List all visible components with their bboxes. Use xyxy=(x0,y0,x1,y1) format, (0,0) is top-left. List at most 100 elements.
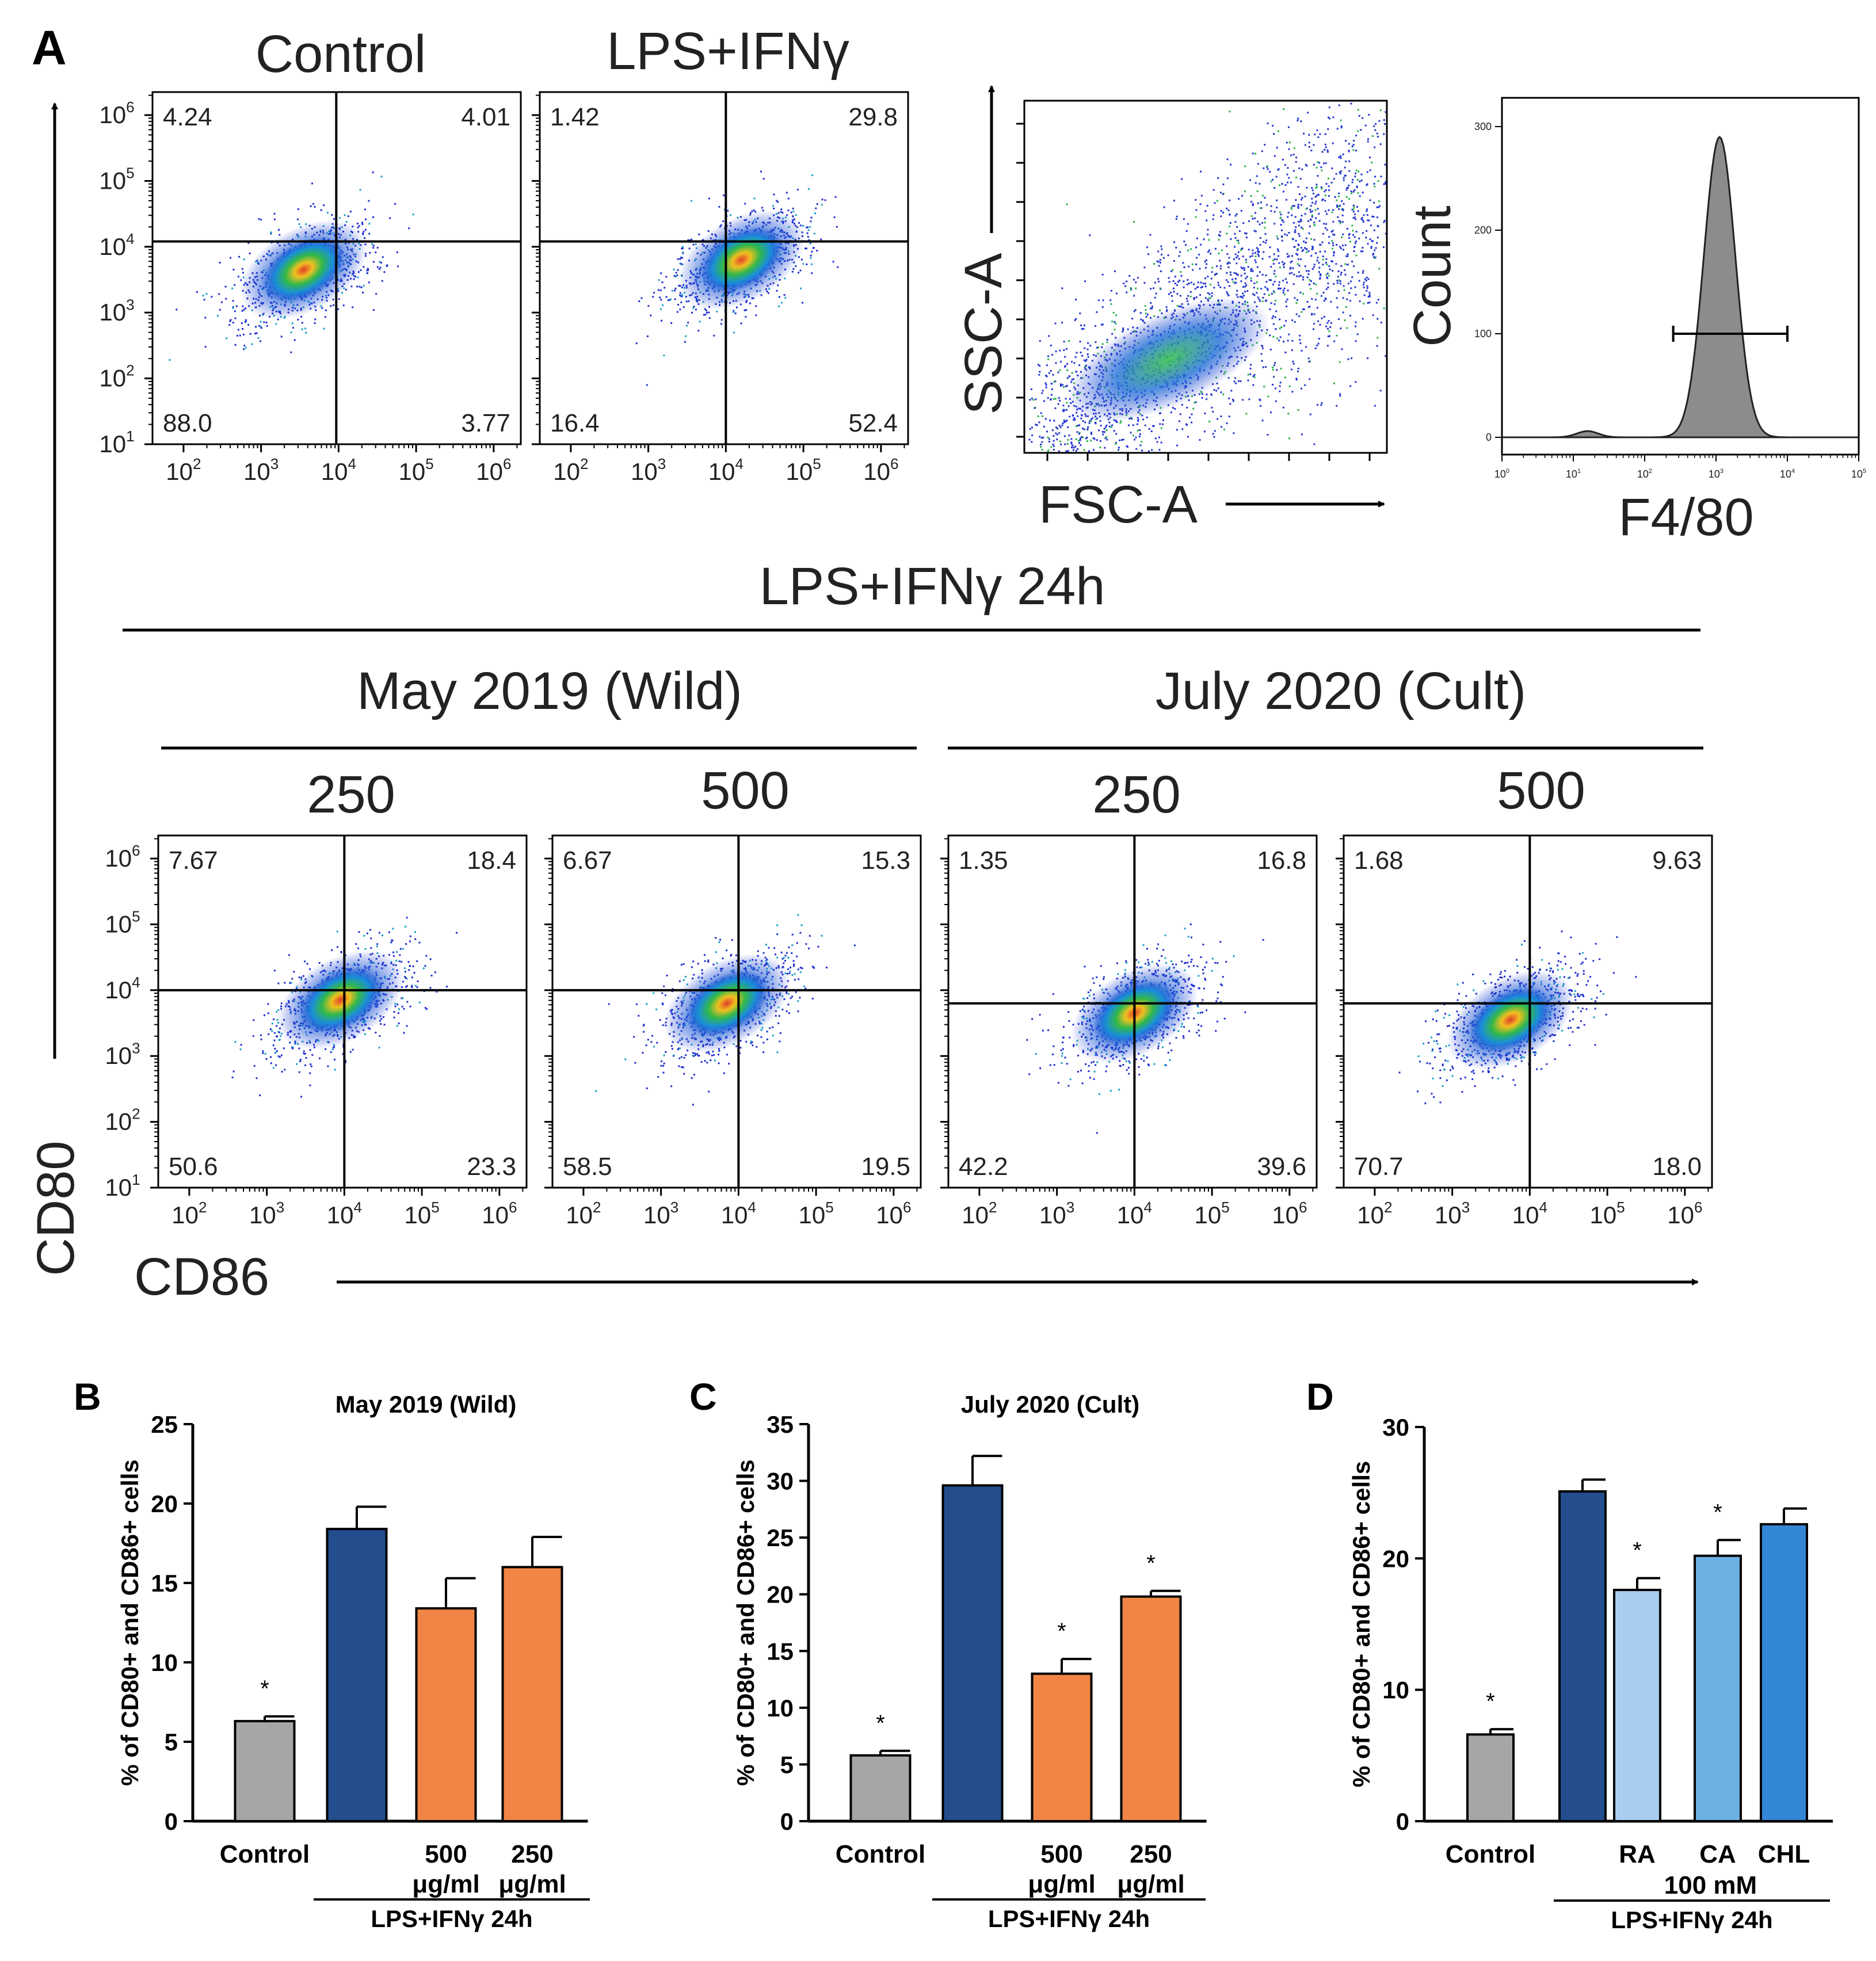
event-dot xyxy=(314,322,316,325)
quadrant-lr-value: 19.5 xyxy=(861,1153,910,1181)
event-dot xyxy=(403,1032,405,1034)
group-wild-label: May 2019 (Wild) xyxy=(357,662,742,720)
event-dot xyxy=(660,272,662,274)
lps-title: LPS+IFNγ xyxy=(607,22,849,81)
event-dot xyxy=(1142,944,1145,947)
event-dot xyxy=(274,1051,277,1054)
event-dot xyxy=(292,1046,294,1048)
event-dot xyxy=(301,328,303,330)
dose-cult-250: 250 xyxy=(1092,765,1181,824)
event-dot xyxy=(1219,941,1222,943)
x-tick-label: 103 xyxy=(249,1199,284,1229)
x-tick-label: 105 xyxy=(786,455,821,485)
event-dot xyxy=(645,1044,647,1047)
event-dot xyxy=(806,232,809,234)
event-dot xyxy=(265,322,268,323)
event-dot xyxy=(736,306,738,308)
event-dot xyxy=(1162,1046,1164,1048)
event-dot xyxy=(396,251,398,253)
x-tick-label: 105 xyxy=(405,1199,440,1229)
event-dot xyxy=(1062,1036,1065,1039)
event-dot xyxy=(1167,1051,1169,1054)
event-dot xyxy=(803,985,805,987)
event-dot xyxy=(718,941,720,943)
event-dot xyxy=(662,1065,665,1067)
event-dot xyxy=(713,1054,715,1056)
event-dot xyxy=(169,359,171,361)
event-dot xyxy=(362,233,364,235)
event-dot xyxy=(673,268,675,270)
event-dot xyxy=(810,216,813,219)
y-tick-label: 103 xyxy=(105,1039,140,1069)
event-dot xyxy=(293,339,296,341)
event-dot xyxy=(788,972,791,975)
event-dot xyxy=(1066,1063,1068,1065)
event-dot xyxy=(1188,1030,1190,1032)
event-dot xyxy=(1089,994,1090,997)
y-tick-label: 103 xyxy=(99,296,134,326)
event-dot xyxy=(229,320,231,322)
event-dot xyxy=(378,1047,380,1049)
event-dot xyxy=(791,944,794,947)
event-dot xyxy=(683,1073,685,1075)
event-dot xyxy=(378,932,380,934)
event-dot xyxy=(811,998,814,999)
event-dot xyxy=(1202,999,1204,1001)
event-dot xyxy=(777,201,779,203)
event-dot xyxy=(691,200,693,202)
event-dot xyxy=(1151,961,1153,963)
event-dot xyxy=(693,306,695,308)
event-dot xyxy=(347,215,349,218)
event-dot xyxy=(406,917,408,919)
event-dot xyxy=(821,199,823,201)
dose-wild-500: 500 xyxy=(701,761,790,820)
event-dot xyxy=(1099,985,1101,987)
event-dot xyxy=(1052,1054,1054,1055)
event-dot xyxy=(697,963,699,965)
event-dot xyxy=(651,1035,653,1037)
event-dot xyxy=(1119,1065,1121,1067)
x-tick-label: 102 xyxy=(553,455,588,485)
event-dot xyxy=(310,1063,312,1066)
event-dot xyxy=(412,213,414,216)
event-dot xyxy=(718,1062,720,1065)
event-dot xyxy=(241,268,243,270)
event-dot xyxy=(1217,1020,1219,1023)
event-dot xyxy=(853,944,856,947)
event-dot xyxy=(176,308,178,311)
event-dot xyxy=(786,192,788,194)
event-dot xyxy=(776,200,778,202)
event-dot xyxy=(680,257,682,259)
event-dot xyxy=(1198,1035,1200,1037)
event-dot xyxy=(257,337,260,339)
event-dot xyxy=(779,1032,781,1034)
event-dot xyxy=(331,214,333,216)
event-dot xyxy=(684,341,686,343)
event-dot xyxy=(824,199,826,201)
event-dot xyxy=(1164,957,1166,959)
event-dot xyxy=(402,948,404,950)
event-dot xyxy=(408,227,410,230)
event-dot xyxy=(1092,1060,1095,1063)
event-dot xyxy=(817,945,819,948)
event-dot xyxy=(270,1028,272,1031)
event-dot xyxy=(304,1052,306,1055)
event-dot xyxy=(417,980,419,982)
event-dot xyxy=(239,334,241,337)
event-dot xyxy=(1164,1064,1166,1066)
event-dot xyxy=(425,955,428,957)
event-dot xyxy=(663,985,665,987)
event-dot xyxy=(370,947,372,949)
event-dot xyxy=(1103,976,1105,978)
event-dot xyxy=(364,1033,366,1035)
event-dot xyxy=(674,276,677,278)
event-dot xyxy=(1039,1067,1042,1069)
event-dot xyxy=(787,1004,790,1006)
event-dot xyxy=(684,975,687,978)
event-dot xyxy=(804,987,807,990)
event-dot xyxy=(404,976,406,978)
event-dot xyxy=(787,968,790,970)
event-dot xyxy=(414,938,417,940)
event-dot xyxy=(1199,1012,1202,1014)
event-dot xyxy=(211,296,213,298)
